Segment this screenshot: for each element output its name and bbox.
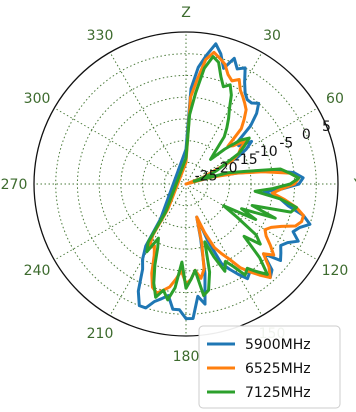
- angle-tick-label: 270: [1, 177, 28, 193]
- series-traces: [136, 42, 312, 321]
- angle-tick-label: 210: [87, 326, 114, 342]
- angular-grid-spoke: [185, 107, 318, 185]
- angle-tick-label: 300: [24, 91, 51, 107]
- radial-tick-label: 0: [302, 127, 311, 143]
- angle-tick-label: 30: [263, 28, 281, 44]
- polar-outer-frame: [33, 31, 339, 337]
- angle-tick-labels: Z3060Y120150180210240270300330: [1, 5, 356, 365]
- series-trace-3: [145, 55, 301, 302]
- radial-tick-label: 5: [322, 119, 331, 135]
- radial-tick-label: -10: [255, 144, 278, 160]
- radial-grid-ring: [163, 161, 209, 207]
- legend-label-3: 7125MHz: [245, 385, 311, 401]
- angle-tick-label: 240: [24, 263, 51, 279]
- angle-tick-label: 330: [87, 28, 114, 44]
- legend-box: [198, 325, 341, 409]
- angle-tick-label: 60: [326, 91, 344, 107]
- series-trace-1: [136, 42, 312, 321]
- radial-tick-label: -15: [235, 152, 258, 168]
- angular-grid-spoke: [185, 52, 263, 185]
- radial-tick-label: -20: [215, 160, 238, 176]
- legend-label-2: 6525MHz: [245, 361, 311, 377]
- radial-tick-labels: -25-20-15-10-5 05: [195, 119, 331, 185]
- angle-tick-label: Y: [353, 177, 356, 193]
- radial-grid-ring: [55, 53, 317, 315]
- radial-tick-label: -5: [279, 135, 293, 151]
- angular-grid-spoke: [54, 183, 187, 261]
- radial-grid-ring: [98, 96, 274, 272]
- angle-tick-label: 120: [322, 263, 349, 279]
- angular-grid-spoke: [185, 183, 263, 316]
- legend: 5900MHz 6525MHz 7125MHz: [198, 325, 341, 409]
- angular-grid-spoke: [54, 107, 187, 185]
- legend-label-1: 5900MHz: [245, 337, 311, 353]
- radial-tick-label: -25: [195, 169, 218, 185]
- angle-tick-label: 180: [173, 349, 200, 365]
- polar-grid: [34, 32, 338, 336]
- angular-grid-spoke: [185, 183, 318, 261]
- angular-grid-spoke: [109, 52, 187, 185]
- angle-tick-label: Z: [181, 5, 191, 21]
